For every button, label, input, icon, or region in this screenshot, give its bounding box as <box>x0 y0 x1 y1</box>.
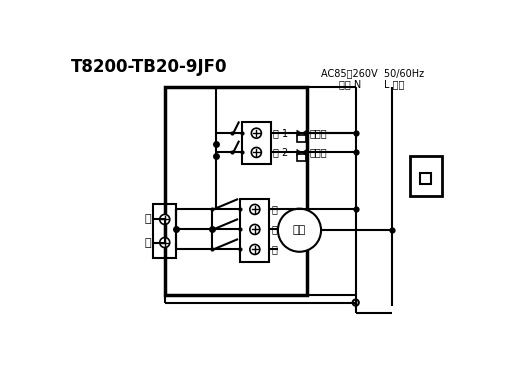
Bar <box>242 122 271 164</box>
Bar <box>297 154 306 161</box>
Bar <box>410 156 442 196</box>
Text: 零: 零 <box>144 214 151 224</box>
Circle shape <box>160 238 170 247</box>
Polygon shape <box>302 130 307 137</box>
Circle shape <box>251 128 262 138</box>
Circle shape <box>250 244 260 254</box>
Circle shape <box>250 205 260 214</box>
Polygon shape <box>297 149 302 156</box>
Bar <box>240 199 269 262</box>
Bar <box>165 87 307 295</box>
Text: 高: 高 <box>272 205 278 214</box>
Text: 阀 1: 阀 1 <box>273 128 287 138</box>
Text: AC85～260V  50/60Hz: AC85～260V 50/60Hz <box>321 68 424 78</box>
Polygon shape <box>297 130 302 137</box>
Circle shape <box>278 209 321 252</box>
Text: 中: 中 <box>272 224 278 234</box>
Text: 低: 低 <box>272 244 278 254</box>
Bar <box>153 204 176 258</box>
Text: T8200-TB20-9JF0: T8200-TB20-9JF0 <box>71 58 227 77</box>
Text: 阀 2: 阀 2 <box>273 147 288 157</box>
Text: 采暖阀: 采暖阀 <box>309 147 327 157</box>
Text: 风机: 风机 <box>293 225 306 235</box>
Bar <box>297 135 306 142</box>
Circle shape <box>353 299 359 306</box>
Text: L 火线: L 火线 <box>384 79 405 89</box>
Circle shape <box>250 224 260 234</box>
Polygon shape <box>302 149 307 156</box>
Circle shape <box>251 147 262 157</box>
Bar <box>420 173 431 184</box>
Text: 火: 火 <box>144 238 151 247</box>
Circle shape <box>160 214 170 224</box>
Text: 盘管阀: 盘管阀 <box>309 128 327 138</box>
Text: 零线 N: 零线 N <box>339 79 361 89</box>
